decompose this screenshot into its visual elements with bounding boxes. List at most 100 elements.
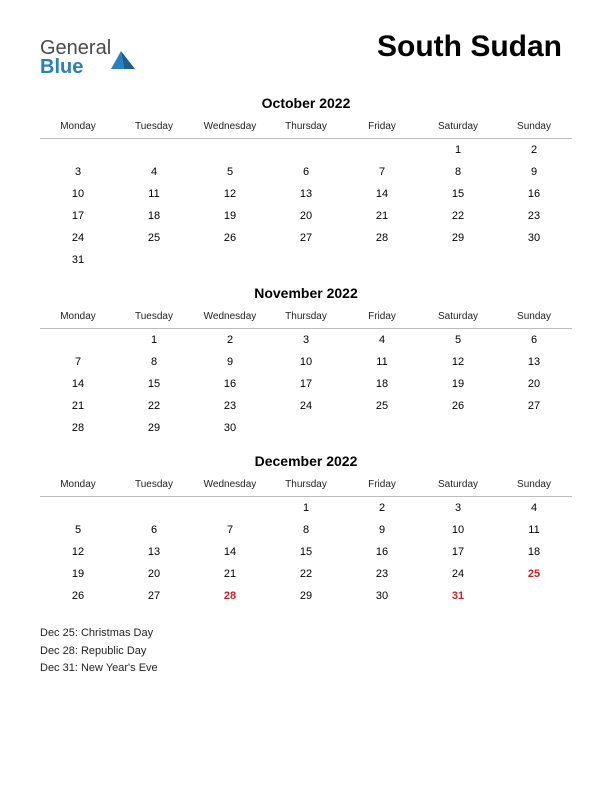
day-cell: 22 xyxy=(420,205,496,227)
dayname-header: Monday xyxy=(40,117,116,139)
day-cell: 5 xyxy=(192,161,268,183)
day-cell: 5 xyxy=(420,329,496,351)
dayname-header: Monday xyxy=(40,307,116,329)
day-cell: 6 xyxy=(116,519,192,541)
day-cell: 15 xyxy=(420,183,496,205)
dayname-header: Tuesday xyxy=(116,117,192,139)
logo-triangle-icon xyxy=(111,49,135,69)
day-cell: 9 xyxy=(192,351,268,373)
day-cell: 30 xyxy=(496,227,572,249)
day-cell: 16 xyxy=(344,541,420,563)
day-cell xyxy=(40,497,116,519)
day-cell xyxy=(496,585,572,607)
day-cell xyxy=(40,329,116,351)
day-cell: 2 xyxy=(344,497,420,519)
day-cell: 27 xyxy=(496,395,572,417)
day-cell: 18 xyxy=(344,373,420,395)
month-block: November 2022MondayTuesdayWednesdayThurs… xyxy=(40,285,572,439)
day-cell: 24 xyxy=(40,227,116,249)
page-title: South Sudan xyxy=(377,30,572,64)
dayname-header: Sunday xyxy=(496,475,572,497)
day-cell: 14 xyxy=(40,373,116,395)
day-cell: 7 xyxy=(344,161,420,183)
day-cell xyxy=(192,139,268,161)
day-cell: 12 xyxy=(40,541,116,563)
day-cell: 25 xyxy=(344,395,420,417)
day-cell: 11 xyxy=(344,351,420,373)
day-cell: 3 xyxy=(268,329,344,351)
dayname-header: Sunday xyxy=(496,307,572,329)
day-cell: 13 xyxy=(116,541,192,563)
day-cell: 18 xyxy=(116,205,192,227)
day-cell: 17 xyxy=(268,373,344,395)
day-cell: 6 xyxy=(496,329,572,351)
dayname-header: Wednesday xyxy=(192,117,268,139)
day-cell: 21 xyxy=(40,395,116,417)
day-cell: 4 xyxy=(344,329,420,351)
calendar-grid: MondayTuesdayWednesdayThursdayFridaySatu… xyxy=(40,117,572,271)
logo: General Blue xyxy=(40,30,135,77)
month-block: October 2022 MondayTuesdayWednesdayThursd… xyxy=(40,95,572,271)
day-cell: 30 xyxy=(344,585,420,607)
day-cell: 14 xyxy=(344,183,420,205)
dayname-header: Monday xyxy=(40,475,116,497)
day-cell: 3 xyxy=(40,161,116,183)
dayname-header: Thursday xyxy=(268,117,344,139)
month-title: December 2022 xyxy=(40,453,572,469)
header: General Blue South Sudan xyxy=(40,30,572,77)
day-cell xyxy=(116,497,192,519)
day-cell: 24 xyxy=(268,395,344,417)
day-cell: 15 xyxy=(116,373,192,395)
day-cell xyxy=(420,249,496,271)
day-cell: 1 xyxy=(420,139,496,161)
day-cell: 29 xyxy=(116,417,192,439)
day-cell xyxy=(268,139,344,161)
dayname-header: Thursday xyxy=(268,475,344,497)
day-cell xyxy=(344,249,420,271)
calendar-grid: MondayTuesdayWednesdayThursdayFridaySatu… xyxy=(40,475,572,607)
day-cell: 19 xyxy=(420,373,496,395)
day-cell: 22 xyxy=(268,563,344,585)
day-cell: 27 xyxy=(116,585,192,607)
day-cell: 30 xyxy=(192,417,268,439)
day-cell: 10 xyxy=(40,183,116,205)
holiday-list: Dec 25: Christmas DayDec 28: Republic Da… xyxy=(40,625,572,678)
dayname-header: Friday xyxy=(344,475,420,497)
day-cell: 16 xyxy=(496,183,572,205)
day-cell: 12 xyxy=(420,351,496,373)
day-cell: 21 xyxy=(192,563,268,585)
day-cell: 11 xyxy=(496,519,572,541)
day-cell xyxy=(192,249,268,271)
day-cell: 24 xyxy=(420,563,496,585)
day-cell: 29 xyxy=(420,227,496,249)
day-cell: 8 xyxy=(268,519,344,541)
day-cell: 20 xyxy=(496,373,572,395)
day-cell: 4 xyxy=(116,161,192,183)
day-cell: 28 xyxy=(192,585,268,607)
dayname-header: Wednesday xyxy=(192,475,268,497)
day-cell xyxy=(496,417,572,439)
logo-text-wrap: General Blue xyxy=(40,38,111,77)
day-cell: 26 xyxy=(420,395,496,417)
dayname-header: Friday xyxy=(344,117,420,139)
day-cell: 31 xyxy=(40,249,116,271)
day-cell: 23 xyxy=(496,205,572,227)
day-cell: 14 xyxy=(192,541,268,563)
day-cell: 25 xyxy=(116,227,192,249)
day-cell: 1 xyxy=(268,497,344,519)
month-block: December 2022 MondayTuesdayWednesdayThurs… xyxy=(40,453,572,607)
day-cell: 28 xyxy=(40,417,116,439)
day-cell: 9 xyxy=(496,161,572,183)
day-cell: 5 xyxy=(40,519,116,541)
dayname-header: Tuesday xyxy=(116,475,192,497)
day-cell xyxy=(268,249,344,271)
dayname-header: Sunday xyxy=(496,117,572,139)
day-cell xyxy=(344,139,420,161)
dayname-header: Saturday xyxy=(420,475,496,497)
day-cell: 17 xyxy=(420,541,496,563)
day-cell: 8 xyxy=(420,161,496,183)
day-cell: 20 xyxy=(268,205,344,227)
day-cell: 13 xyxy=(496,351,572,373)
month-title: October 2022 xyxy=(40,95,572,111)
day-cell xyxy=(344,417,420,439)
